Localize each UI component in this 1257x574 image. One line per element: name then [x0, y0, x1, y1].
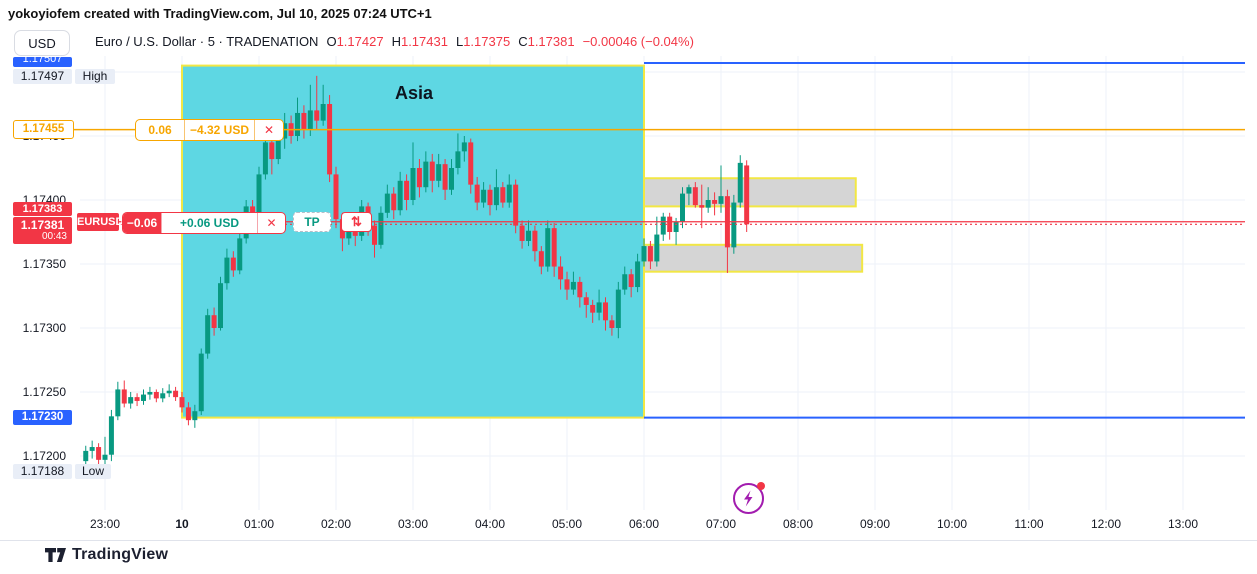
attribution-text: yokoyiofem created with TradingView.com,… — [8, 6, 432, 21]
alert-close-button[interactable]: ✕ — [254, 120, 283, 140]
position-tool-pill: −0.06 +0.06 USD ✕ — [122, 212, 286, 234]
time-axis-label: 10:00 — [936, 517, 968, 531]
legend-ohlc-segment: C1.17381 — [518, 34, 575, 49]
legend-ohlc-segment: L1.17375 — [455, 34, 511, 49]
tradingview-logo-icon — [45, 547, 66, 562]
legend-ohlc: O1.17427 H1.17431 L1.17375 C1.17381 — [326, 34, 574, 49]
time-axis-label: 12:00 — [1090, 517, 1122, 531]
position-close-button[interactable]: ✕ — [257, 213, 285, 233]
time-axis-label: 01:00 — [243, 517, 275, 531]
tradingview-logo-text: TradingView — [72, 546, 169, 563]
price-axis-label: 1.17200 — [22, 449, 66, 463]
legend-row: Euro / U.S. Dollar · 5 · TRADENATION O1.… — [95, 34, 694, 49]
range-high-price-badge: 1.17507 — [13, 57, 72, 67]
time-axis-label: 06:00 — [628, 517, 660, 531]
notification-dot — [757, 482, 765, 490]
range-low-price-badge: 1.17230 — [13, 410, 72, 425]
legend-ohlc-segment: O1.17427 — [326, 34, 384, 49]
supply-demand-zone[interactable] — [643, 243, 864, 273]
time-axis-label: 05:00 — [551, 517, 583, 531]
alert-qty[interactable]: 0.06 — [148, 123, 172, 137]
time-axis-label: 13:00 — [1167, 517, 1199, 531]
time-axis-label: 08:00 — [782, 517, 814, 531]
session-high-price-badge: 1.17497 — [13, 69, 72, 84]
time-axis-label: 23:00 — [89, 517, 121, 531]
time-axis[interactable]: 23:00 10 01:00 02:00 03:00 04:00 05:00 06:00 07:… — [0, 510, 1257, 540]
position-qty[interactable]: −0.06 — [123, 213, 161, 233]
position-symbol-badge: EURUSD — [77, 213, 123, 231]
time-axis-label: 07:00 — [705, 517, 737, 531]
lightning-icon — [744, 490, 753, 507]
session-high-tag: High — [75, 69, 115, 84]
time-axis-label: 02:00 — [320, 517, 352, 531]
alert-price-badge: 1.17455 — [13, 120, 74, 139]
position-pnl: +0.06 USD — [161, 213, 257, 233]
footer-divider — [0, 540, 1257, 541]
candlestick-series — [83, 75, 750, 472]
price-axis-label: 1.17250 — [22, 385, 66, 399]
time-axis-label: 11:00 — [1014, 517, 1044, 531]
time-axis-label: 03:00 — [397, 517, 429, 531]
session-low-price-badge: 1.17188 — [13, 464, 72, 479]
time-axis-label: 09:00 — [859, 517, 891, 531]
time-axis-label: 04:00 — [474, 517, 506, 531]
price-axis-label: 1.17350 — [22, 257, 66, 271]
last-price-badge: 1.17381 00:43 — [13, 217, 72, 244]
magic-action-button[interactable] — [733, 482, 765, 514]
session-low-tag: Low — [75, 464, 111, 479]
session-box-label[interactable]: Asia — [394, 83, 434, 103]
legend-ohlc-segment: H1.17431 — [391, 34, 448, 49]
position-entry-price-badge: 1.17383 — [13, 202, 72, 216]
time-axis-label: 10 — [175, 517, 189, 531]
symbol-title[interactable]: Euro / U.S. Dollar · 5 · TRADENATION — [95, 34, 319, 49]
reverse-position-button[interactable]: ⇅ — [341, 212, 372, 232]
price-axis[interactable]: 1.174501.174001.173501.173001.172501.172… — [0, 56, 80, 510]
bar-countdown: 00:43 — [41, 231, 67, 242]
alert-tool-pill: 0.06 −4.32 USD ✕ — [135, 119, 284, 141]
price-axis-label: 1.17300 — [22, 321, 66, 335]
currency-unit-label: USD — [28, 35, 56, 51]
currency-unit-button[interactable]: USD — [14, 30, 70, 56]
supply-demand-zone[interactable] — [643, 177, 857, 208]
alert-pnl: −4.32 USD — [184, 120, 254, 140]
take-profit-button[interactable]: TP — [293, 212, 331, 232]
legend-change: −0.00046 (−0.04%) — [582, 34, 694, 49]
tradingview-logo[interactable]: TradingView — [44, 546, 168, 564]
last-price-value: 1.17381 — [20, 218, 65, 232]
reverse-position-icon: ⇅ — [351, 214, 362, 229]
